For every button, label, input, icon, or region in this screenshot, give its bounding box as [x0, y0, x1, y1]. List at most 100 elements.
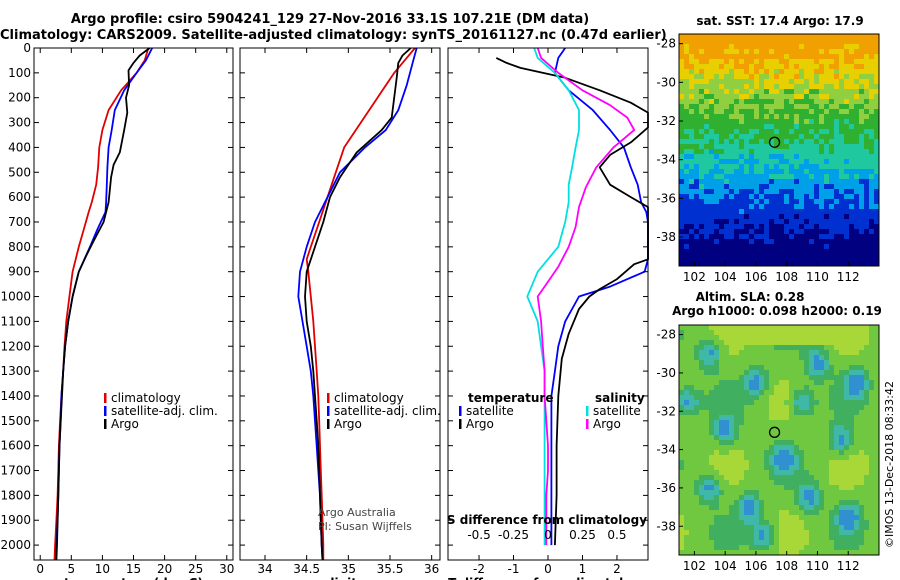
map-sst-cell	[754, 209, 759, 214]
map-sst-cell	[849, 124, 854, 129]
map-sla-cell	[864, 325, 869, 330]
map-sla-cell	[704, 430, 709, 435]
map-sla-cell	[794, 495, 799, 500]
map-sst-cell	[709, 144, 714, 149]
map-sla-cell	[709, 465, 714, 470]
map-sla-cell	[714, 440, 719, 445]
map-sla-cell	[829, 490, 834, 495]
map-sst-cell	[739, 224, 744, 229]
map-sst-cell	[739, 39, 744, 44]
map-sla-cell	[859, 325, 864, 330]
map-sla-cell	[764, 550, 769, 555]
map-sst-cell	[854, 34, 859, 39]
map-sla-cell	[824, 420, 829, 425]
map-sst-cell	[734, 209, 739, 214]
map-sla-cell	[714, 535, 719, 540]
map-sla-cell	[869, 485, 874, 490]
map-sst-cell	[794, 144, 799, 149]
map-sst-cell	[864, 119, 869, 124]
map-sst-cell	[724, 94, 729, 99]
sla-map-title: Altim. SLA: 0.28	[696, 290, 805, 304]
map-sst-cell	[679, 174, 684, 179]
map-sla-cell	[794, 440, 799, 445]
map-sla-cell	[859, 385, 864, 390]
map-sst-cell	[714, 109, 719, 114]
map-sla-cell	[759, 345, 764, 350]
map-sst-cell	[744, 189, 749, 194]
map-sst-cell	[844, 194, 849, 199]
map-sst-ytick-label: -30	[656, 75, 676, 89]
map-sst-xtick-label: 106	[744, 270, 767, 284]
map-sst-cell	[794, 104, 799, 109]
map-sla-cell	[859, 430, 864, 435]
map-sla-cell	[869, 410, 874, 415]
map-sst-cell	[769, 69, 774, 74]
map-sst-float-marker	[768, 136, 781, 148]
map-sst-cell	[809, 54, 814, 59]
map-sst-cell	[834, 109, 839, 114]
map-sst-cell	[684, 104, 689, 109]
map-sla-cell	[844, 500, 849, 505]
map-sla-cell	[714, 540, 719, 545]
map-sla-cell	[689, 520, 694, 525]
map-sla-cell	[859, 350, 864, 355]
map-sst-cell	[844, 59, 849, 64]
map-sst-cell	[724, 64, 729, 69]
map-sla-cell	[839, 340, 844, 345]
map-sst-cell	[779, 39, 784, 44]
map-sla-cell	[719, 420, 724, 425]
map-sst-cell	[804, 224, 809, 229]
map-sla-cell	[749, 375, 754, 380]
map-sst-cell	[794, 119, 799, 124]
map-sla-cell	[829, 360, 834, 365]
map-sla-cell	[794, 385, 799, 390]
map-sla-cell	[729, 525, 734, 530]
map-sst-cell	[824, 239, 829, 244]
map-sst-cell	[744, 94, 749, 99]
map-sst-cell	[804, 174, 809, 179]
map-sst-cell	[764, 124, 769, 129]
map-sla-cell	[759, 475, 764, 480]
map-sst-cell	[799, 109, 804, 114]
map-sla-cell	[769, 350, 774, 355]
map-sst-cell	[829, 114, 834, 119]
map-sla-cell	[719, 435, 724, 440]
map-sst-cell	[829, 104, 834, 109]
map-sla-cell	[799, 420, 804, 425]
map-sst-cell	[799, 79, 804, 84]
map-sst-cell	[839, 174, 844, 179]
map-sla-cell	[754, 355, 759, 360]
map-sla-cell	[729, 545, 734, 550]
map-sla-cell	[824, 520, 829, 525]
map-sst-cell	[859, 249, 864, 254]
map-sla-cell	[874, 530, 879, 535]
map-sla-cell	[789, 475, 794, 480]
map-sla-cell	[794, 545, 799, 550]
map-sst-cell	[809, 189, 814, 194]
map-sst-cell	[804, 39, 809, 44]
depth-tick-label: 1400	[0, 389, 31, 403]
map-sla-cell	[769, 460, 774, 465]
map-sla-cell	[749, 510, 754, 515]
map-sst-cell	[859, 184, 864, 189]
map-sst_map: 102 104 106 108 110 112-28-30-32-34-36-38	[656, 33, 880, 284]
map-sst-cell	[759, 169, 764, 174]
map-sst-cell	[719, 249, 724, 254]
map-sst-cell	[779, 174, 784, 179]
map-sst-cell	[794, 194, 799, 199]
map-sla-cell	[834, 405, 839, 410]
map-sla-cell	[824, 515, 829, 520]
map-sst-cell	[874, 264, 879, 266]
map-sla-cell	[714, 480, 719, 485]
map-sst-cell	[744, 119, 749, 124]
map-sla-cell	[684, 410, 689, 415]
map-sst-cell	[739, 194, 744, 199]
map-sla-cell	[789, 375, 794, 380]
map-sst-cell	[864, 249, 869, 254]
map-sla-cell	[759, 455, 764, 460]
map-sst-cell	[794, 159, 799, 164]
map-sla-cell	[769, 405, 774, 410]
map-sla-cell	[844, 340, 849, 345]
map-sla-cell	[794, 535, 799, 540]
map-sla-cell	[794, 455, 799, 460]
